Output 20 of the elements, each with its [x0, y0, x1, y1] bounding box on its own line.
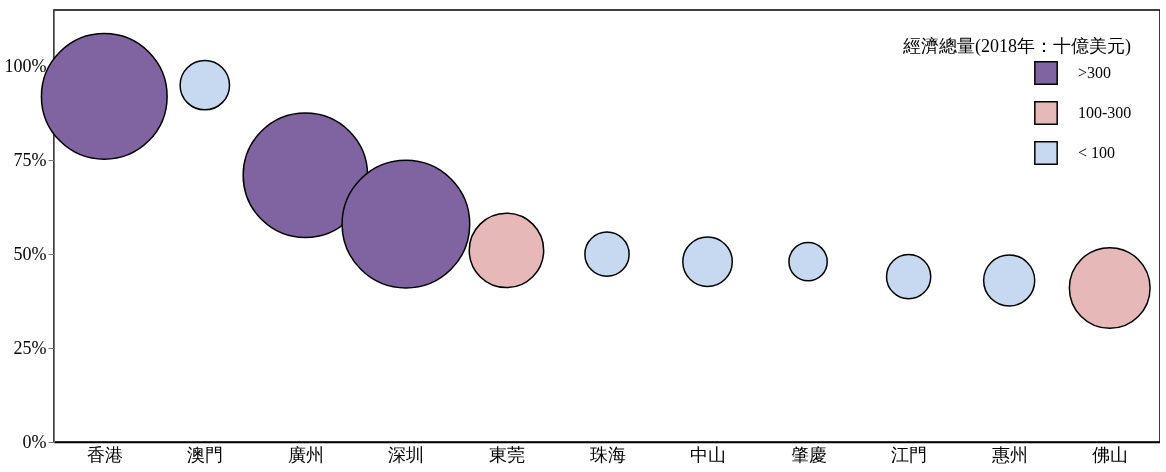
x-tick-label: 東莞 [488, 444, 525, 465]
x-tick-label: 珠海 [589, 444, 626, 465]
y-tick-label: 75% [13, 149, 47, 170]
x-tick-label: 江門 [891, 444, 928, 465]
x-tick-label: 中山 [690, 444, 727, 465]
x-tick-label: 香港 [86, 444, 123, 465]
x-tick-label: 惠州 [990, 444, 1028, 465]
x-tick-label: 廣州 [287, 444, 324, 465]
y-tick-label: 50% [13, 243, 47, 264]
legend-title: 經濟總量(2018年：十億美元) [902, 36, 1131, 57]
y-tick-label: 25% [13, 337, 47, 358]
legend-label: < 100 [1078, 144, 1116, 161]
x-tick-label: 肇慶 [790, 444, 827, 465]
x-tick-label: 澳門 [187, 444, 224, 465]
legend-label: >300 [1078, 64, 1112, 81]
x-tick-label: 佛山 [1092, 444, 1129, 465]
x-tick-label: 深圳 [388, 444, 425, 465]
y-tick-label: 0% [22, 431, 47, 452]
legend-label: 100-300 [1078, 104, 1132, 121]
y-tick-label: 100% [4, 55, 47, 76]
